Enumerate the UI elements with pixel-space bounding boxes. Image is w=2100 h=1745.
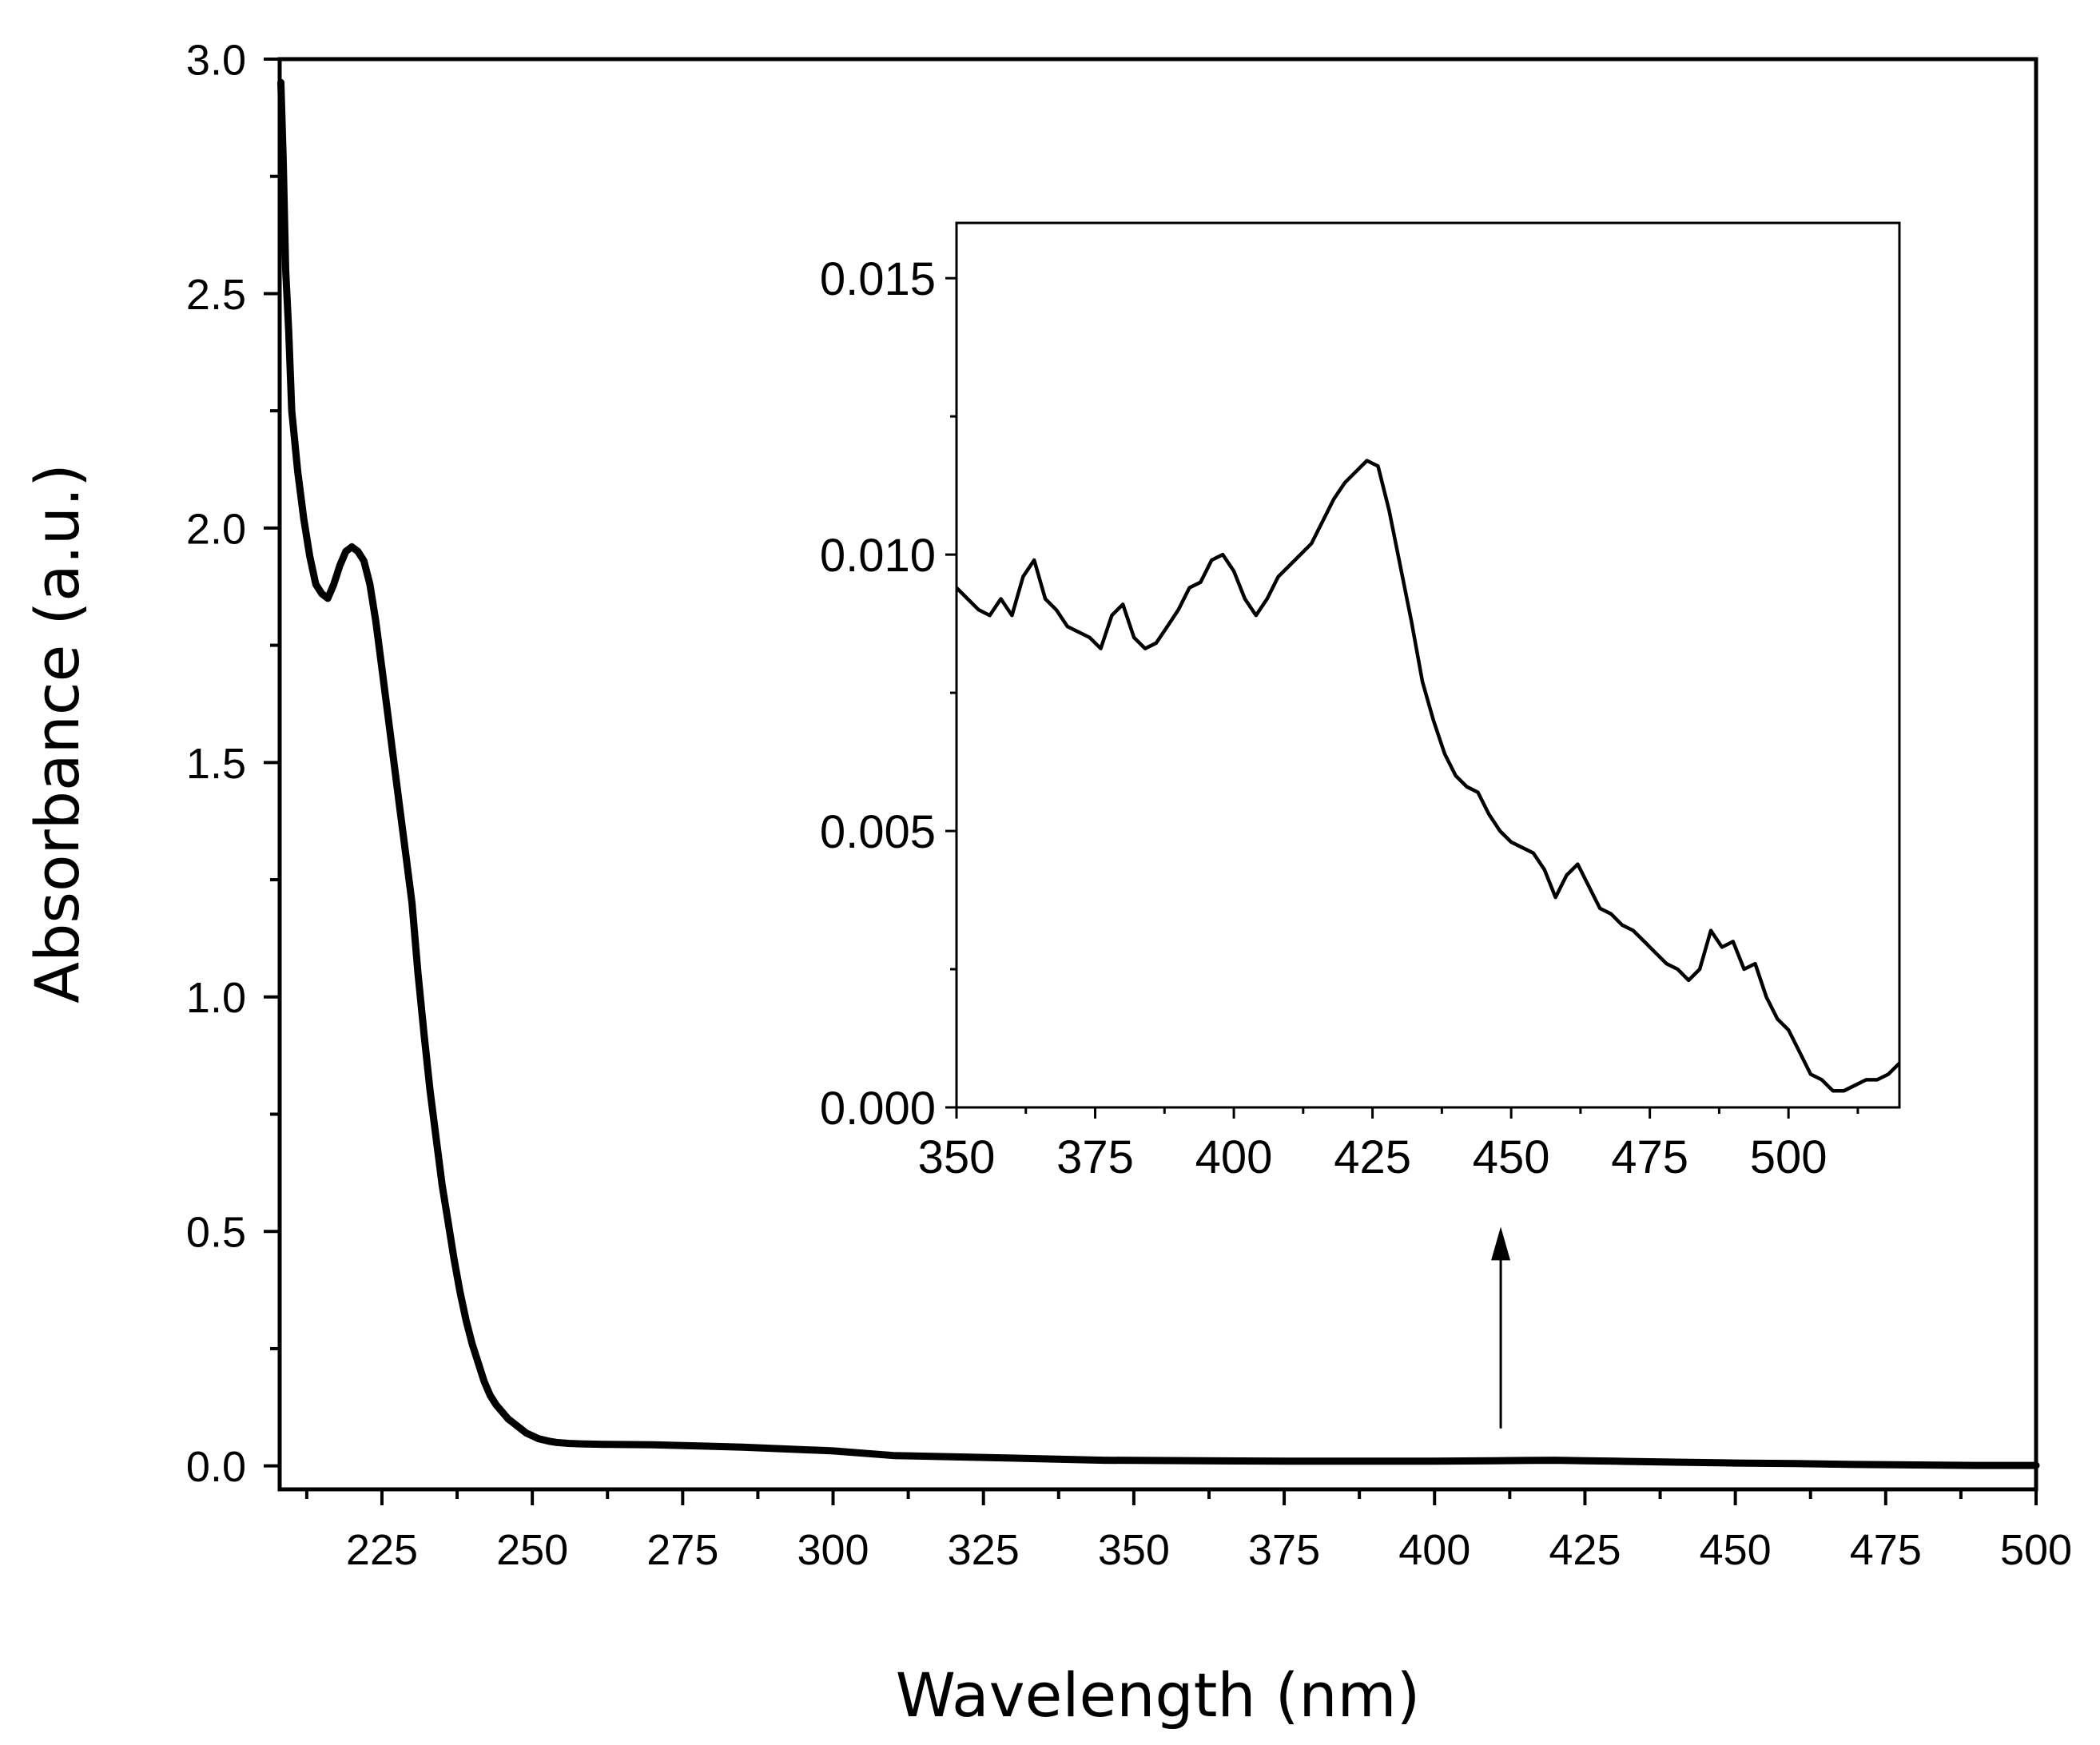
main-absorbance-line [277, 78, 2040, 1469]
inset-y-tick-label: 0.015 [820, 253, 936, 305]
inset-y-tick-label: 0.010 [820, 530, 936, 582]
inset-x-tick-label: 375 [1056, 1131, 1134, 1183]
main-plot-frame [277, 57, 2038, 1492]
x-axis-title: Wavelength (nm) [896, 1660, 1421, 1731]
main-x-tick-label: 300 [797, 1526, 869, 1574]
inset-absorbance-line [955, 459, 1901, 1093]
main-x-tick-label: 250 [496, 1526, 568, 1574]
inset-x-tick-label: 500 [1750, 1131, 1828, 1183]
inset-x-axis: 350 375 400 425 450 475 500 [918, 1107, 1859, 1183]
main-x-tick-label: 475 [1850, 1526, 1922, 1574]
main-x-tick-label: 375 [1248, 1526, 1320, 1574]
inset-x-tick-label: 350 [918, 1131, 996, 1183]
main-x-tick-label: 400 [1398, 1526, 1470, 1574]
inset-x-tick-label: 400 [1195, 1131, 1273, 1183]
inset-x-tick-label: 450 [1473, 1131, 1550, 1183]
main-y-tick-label: 2.0 [186, 505, 246, 553]
main-y-tick-label: 1.0 [186, 974, 246, 1022]
main-y-tick-label: 0.0 [186, 1443, 246, 1491]
main-x-tick-label: 325 [948, 1526, 1020, 1574]
main-x-tick-label: 275 [646, 1526, 718, 1574]
inset-y-tick-label: 0.000 [820, 1083, 936, 1135]
inset-pointer-arrow [1491, 1226, 1511, 1429]
y-axis-title: Absorbance (a.u.) [22, 463, 93, 1004]
main-x-tick-label: 350 [1098, 1526, 1170, 1574]
main-x-tick-label: 450 [1700, 1526, 1772, 1574]
inset-x-tick-label: 425 [1334, 1131, 1411, 1183]
inset-x-tick-label: 475 [1611, 1131, 1688, 1183]
main-y-tick-label: 2.5 [186, 271, 246, 319]
main-x-tick-label: 425 [1549, 1526, 1621, 1574]
inset-y-tick-label: 0.005 [820, 806, 936, 858]
main-y-tick-label: 3.0 [186, 36, 246, 84]
main-x-tick-label: 225 [346, 1526, 418, 1574]
main-y-tick-label: 0.5 [186, 1209, 246, 1257]
main-x-tick-label: 500 [2000, 1526, 2072, 1574]
inset-y-axis: 0.000 0.005 0.010 0.015 [820, 253, 957, 1135]
main-y-axis: 0.0 0.5 1.0 1.5 2.0 2.5 3.0 [186, 36, 280, 1491]
main-x-axis: 225 250 275 300 325 350 375 400 425 450 475 500 [304, 1489, 2072, 1574]
main-y-tick-label: 1.5 [186, 740, 246, 788]
